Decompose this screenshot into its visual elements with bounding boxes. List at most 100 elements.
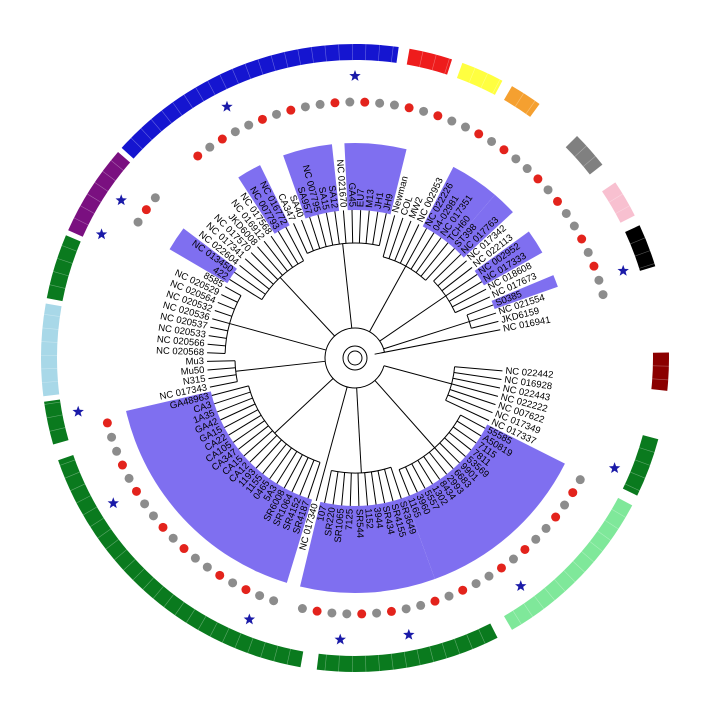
- leaf-label: SA12: [326, 185, 340, 210]
- branch: [299, 459, 315, 496]
- branch: [244, 258, 274, 285]
- marker-dot: [205, 142, 215, 152]
- marker-dot: [107, 432, 117, 442]
- marker-dot: [386, 606, 396, 616]
- ring-tick: [338, 44, 340, 61]
- ring-tick: [523, 603, 534, 617]
- marker-star: [107, 497, 119, 509]
- branch: [434, 447, 454, 470]
- ring-tick: [73, 217, 89, 226]
- ring-tick: [152, 586, 164, 599]
- marker-dot: [117, 460, 127, 470]
- ring-segment: [41, 303, 62, 397]
- marker-dot: [230, 127, 240, 137]
- ring-tick: [53, 271, 69, 277]
- branch: [293, 223, 308, 254]
- branch: [437, 260, 467, 287]
- marker-dot: [375, 98, 385, 108]
- branch: [383, 365, 452, 385]
- leaf-label: 107: [315, 505, 329, 523]
- ring-tick: [142, 577, 154, 590]
- ring-tick: [634, 250, 651, 257]
- clade-highlight: [451, 194, 513, 258]
- branch: [257, 246, 283, 276]
- branch: [276, 451, 298, 484]
- marker-star: [334, 633, 346, 645]
- ring-tick: [232, 68, 239, 84]
- branch: [448, 281, 483, 302]
- branch: [217, 301, 235, 310]
- clade-highlight: [238, 165, 290, 234]
- branch: [228, 414, 262, 436]
- leaf-label: SR544: [353, 509, 365, 538]
- branch: [439, 442, 460, 464]
- branch: [229, 323, 327, 351]
- branch: [471, 320, 499, 329]
- marker-dot: [141, 205, 151, 215]
- branch: [342, 243, 353, 329]
- marker-dot: [575, 475, 585, 485]
- ring-tick: [161, 110, 172, 124]
- ring-tick: [365, 44, 367, 61]
- ring-tick: [114, 549, 127, 561]
- marker-dot: [228, 578, 238, 588]
- ring-tick: [49, 284, 66, 289]
- branch: [357, 472, 360, 506]
- ring-tick: [311, 47, 314, 63]
- ring-tick: [583, 155, 596, 167]
- branch: [358, 210, 362, 244]
- ring-tick: [130, 137, 143, 150]
- ring-tick: [140, 128, 152, 141]
- ring-tick: [41, 381, 58, 383]
- branch: [405, 228, 427, 267]
- leaf-label: N315: [182, 374, 206, 388]
- ring-tick: [544, 587, 555, 601]
- ring-segment: [602, 182, 635, 223]
- clade-highlight: [491, 275, 558, 309]
- clade-highlight: [474, 231, 543, 286]
- ring-segment: [406, 48, 453, 75]
- leaf-label: SR1065: [333, 508, 347, 543]
- branch: [452, 377, 501, 389]
- branch: [332, 471, 339, 505]
- branch: [425, 248, 455, 281]
- ring-segment: [316, 623, 498, 672]
- branch: [390, 467, 402, 499]
- ring-tick: [563, 570, 576, 583]
- branch: [365, 210, 370, 244]
- ring-tick: [82, 506, 98, 516]
- leaf-label: 7125: [344, 509, 356, 530]
- branch: [283, 454, 303, 489]
- branch: [374, 329, 501, 355]
- branch: [384, 469, 394, 502]
- branch: [452, 288, 487, 308]
- ring-tick: [257, 59, 264, 75]
- marker-dot: [583, 247, 593, 257]
- ring-tick: [41, 368, 58, 370]
- ring-tick: [525, 100, 536, 115]
- ring-tick: [244, 63, 251, 79]
- branch: [274, 378, 334, 434]
- ring-tick: [273, 645, 279, 662]
- marker-dot: [244, 120, 254, 130]
- leaf-label: Mu50: [180, 365, 205, 378]
- ring-tick: [44, 314, 60, 317]
- ring-tick: [183, 94, 193, 109]
- ring-tick: [207, 80, 216, 96]
- ring-tick: [132, 568, 145, 581]
- marker-dot: [447, 116, 457, 126]
- marker-dot: [286, 105, 296, 115]
- ring-tick: [284, 51, 289, 68]
- ring-tick: [90, 517, 104, 527]
- ring-tick: [163, 594, 174, 608]
- branch: [291, 457, 309, 493]
- ring-segment: [68, 151, 131, 237]
- leaf-label: SR220: [323, 507, 338, 537]
- ring-segment: [622, 435, 659, 496]
- ring-tick: [219, 74, 227, 90]
- marker-dot: [520, 544, 530, 554]
- ring-tick: [46, 414, 63, 419]
- marker-star: [243, 613, 256, 625]
- branch: [369, 265, 407, 332]
